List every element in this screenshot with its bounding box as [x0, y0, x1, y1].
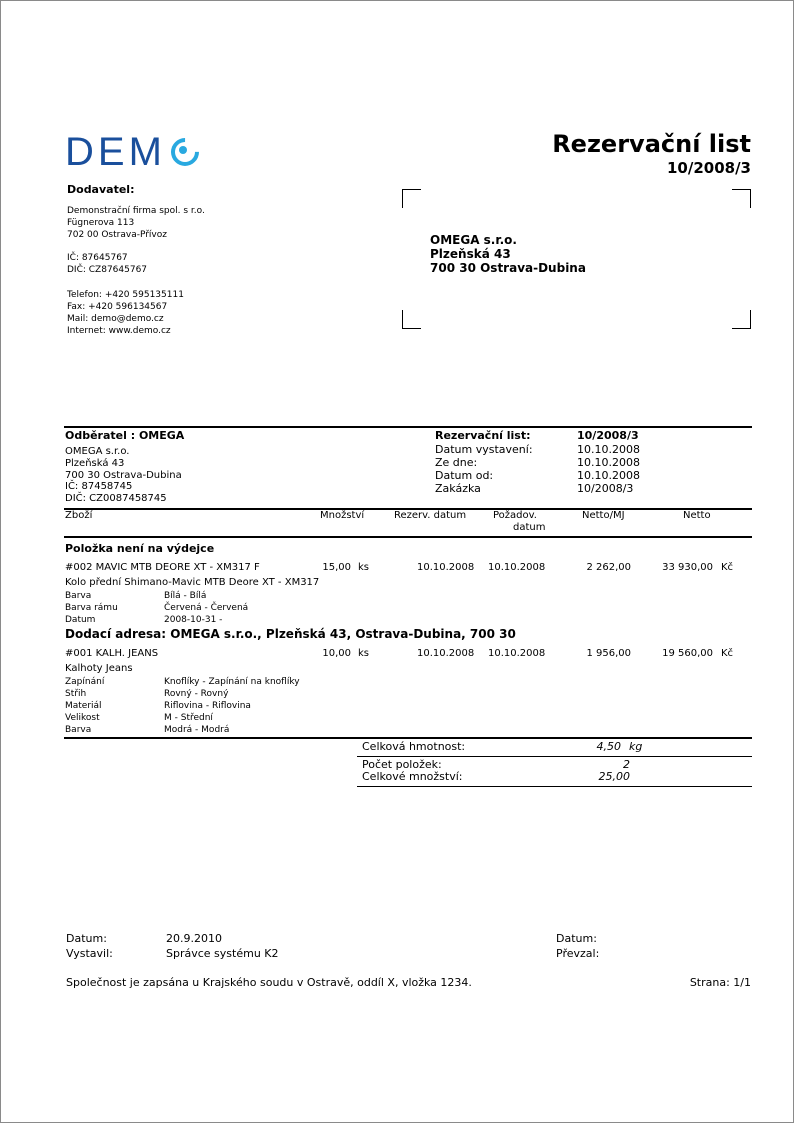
divider [357, 756, 752, 757]
customer-name: OMEGA s.r.o. [65, 446, 130, 457]
supplier-heading: Dodavatel: [67, 183, 135, 196]
supplier-fax: Fax: +420 596134567 [67, 302, 168, 312]
customer-ic: IČ: 87458745 [65, 481, 133, 492]
attribute-value: M - Střední [164, 713, 213, 723]
info-value: 10.10.2008 [577, 456, 640, 469]
footer-note: Společnost je zapsána u Krajského soudu … [66, 976, 472, 989]
customer-dic: DIČ: CZ0087458745 [65, 493, 167, 504]
address-street: Plzeňská 43 [430, 247, 511, 261]
page-number: Strana: 1/1 [689, 976, 751, 989]
customer-heading: Odběratel : OMEGA [65, 429, 185, 442]
footer-date2-label: Datum: [556, 932, 597, 945]
item-res-date: 10.10.2008 [417, 648, 475, 659]
info-label: Datum od: [435, 469, 494, 482]
info-label: Rezervační list: [435, 429, 531, 442]
info-value: 10/2008/3 [577, 429, 639, 442]
divider [357, 786, 752, 787]
info-value: 10.10.2008 [577, 443, 640, 456]
item-net: 33 930,00 [662, 562, 713, 573]
column-qty: Množství [320, 510, 365, 521]
info-value: 10.10.2008 [577, 469, 640, 482]
info-label: Zakázka [435, 482, 481, 495]
total-qty: 25,00 [598, 770, 631, 783]
attribute-label: Střih [65, 689, 87, 699]
document-number: 10/2008/3 [666, 159, 751, 177]
attribute-value: Modrá - Modrá [164, 725, 230, 735]
total-qty-label: Celkové množství: [362, 770, 463, 783]
delivery-address-heading: Dodací adresa: OMEGA s.r.o., Plzeňská 43… [65, 627, 516, 641]
attribute-label: Barva [65, 725, 92, 735]
item-net: 19 560,00 [662, 648, 713, 659]
attribute-label: Datum [65, 615, 96, 625]
item-req-date: 10.10.2008 [488, 648, 546, 659]
section-heading: Položka není na výdejce [65, 542, 215, 555]
total-weight: 4,50 [596, 740, 622, 753]
item-res-date: 10.10.2008 [417, 562, 475, 573]
footer-date: 20.9.2010 [166, 932, 222, 945]
divider [64, 508, 752, 510]
supplier-dic: DIČ: CZ87645767 [67, 265, 148, 275]
divider [64, 426, 752, 428]
supplier-mail: Mail: demo@demo.cz [67, 314, 164, 324]
footer-date-label: Datum: [66, 932, 107, 945]
item-qty: 15,00 [322, 562, 351, 573]
attribute-value: Riflovina - Riflovina [164, 701, 251, 711]
supplier-web: Internet: www.demo.cz [67, 326, 171, 336]
column-goods: Zboží [65, 510, 93, 521]
document-title: Rezervační list [552, 130, 751, 158]
divider [64, 737, 752, 739]
attribute-label: Zapínání [65, 677, 105, 687]
total-weight-label: Celková hmotnost: [362, 740, 466, 753]
column-req-date: Požadov. [493, 510, 537, 521]
item-unit-net: 2 262,00 [586, 562, 631, 573]
attribute-label: Velikost [65, 713, 100, 723]
supplier-name: Demonstrační firma spol. s r.o. [67, 206, 205, 216]
demo-logo: DEM [65, 129, 205, 175]
item-unit-net: 1 956,00 [586, 648, 631, 659]
footer-issued-label: Vystavil: [66, 947, 113, 960]
attribute-label: Barva rámu [65, 603, 118, 613]
info-label: Ze dne: [435, 456, 478, 469]
item-description: Kalhoty Jeans [65, 663, 133, 674]
footer-received-label: Převzal: [556, 947, 600, 960]
item-count: 2 [623, 758, 630, 771]
attribute-label: Barva [65, 591, 92, 601]
attribute-value: Knoflíky - Zapínání na knoflíky [164, 677, 300, 687]
customer-city: 700 30 Ostrava-Dubina [65, 470, 182, 481]
total-weight-unit: kg [629, 740, 643, 753]
attribute-label: Materiál [65, 701, 102, 711]
item-req-date: 10.10.2008 [488, 562, 546, 573]
column-req-date-line2: datum [513, 522, 546, 533]
footer-issued: Správce systému K2 [166, 947, 279, 960]
address-city: 700 30 Ostrava-Dubina [430, 261, 586, 275]
item-name: #002 MAVIC MTB DEORE XT - XM317 F [65, 562, 260, 573]
column-res-date: Rezerv. datum [394, 510, 467, 521]
divider [64, 536, 752, 538]
item-unit: ks [358, 648, 370, 659]
item-name: #001 KALH. JEANS [65, 648, 159, 659]
info-label: Datum vystavení: [435, 443, 533, 456]
item-count-label: Počet položek: [362, 758, 442, 771]
supplier-phone: Telefon: +420 595135111 [67, 290, 184, 300]
column-unit-net: Netto/MJ [582, 510, 625, 521]
item-currency: Kč [721, 562, 734, 573]
attribute-value: Rovný - Rovný [164, 689, 229, 699]
supplier-city: 702 00 Ostrava-Přívoz [67, 230, 167, 240]
attribute-value: Červená - Červená [164, 603, 249, 613]
supplier-street: Fügnerova 113 [67, 218, 135, 228]
customer-street: Plzeňská 43 [65, 458, 125, 469]
item-qty: 10,00 [322, 648, 351, 659]
attribute-value: Bílá - Bílá [164, 591, 207, 601]
column-net: Netto [683, 510, 711, 521]
supplier-ic: IČ: 87645767 [67, 253, 128, 263]
item-unit: ks [358, 562, 370, 573]
address-name: OMEGA s.r.o. [430, 233, 517, 247]
item-currency: Kč [721, 648, 734, 659]
attribute-value: 2008-10-31 - [164, 615, 223, 625]
item-description: Kolo přední Shimano-Mavic MTB Deore XT -… [65, 577, 320, 588]
info-value: 10/2008/3 [577, 482, 634, 495]
